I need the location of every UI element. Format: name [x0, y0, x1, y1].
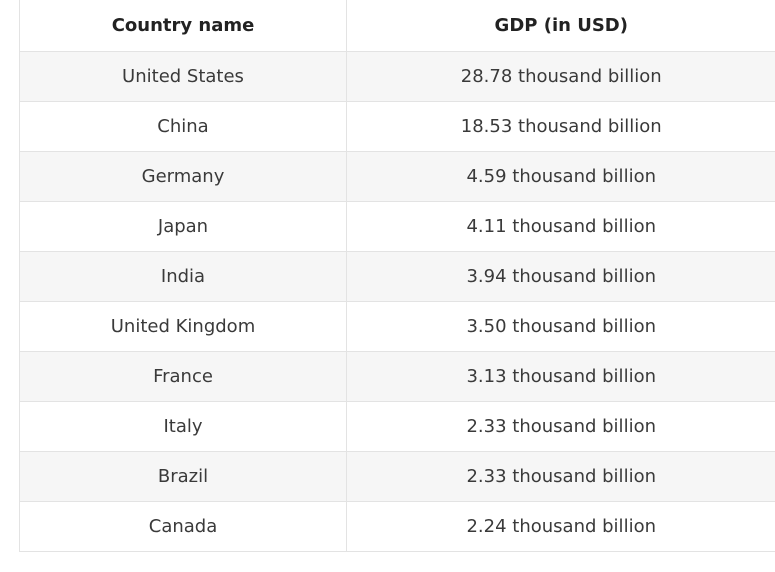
country-cell: France	[19, 351, 347, 402]
table-row: India 3.94 thousand billion	[19, 251, 775, 302]
gdp-cell: 2.33 thousand billion	[346, 401, 775, 452]
table-row: Japan 4.11 thousand billion	[19, 201, 775, 252]
country-cell: China	[19, 101, 347, 152]
gdp-cell: 3.50 thousand billion	[346, 301, 775, 352]
country-cell: United Kingdom	[19, 301, 347, 352]
gdp-table-container: Country name GDP (in USD) United States 2…	[19, 0, 775, 552]
country-cell: Canada	[19, 501, 347, 552]
country-cell: Germany	[19, 151, 347, 202]
country-cell: Brazil	[19, 451, 347, 502]
gdp-cell: 2.33 thousand billion	[346, 451, 775, 502]
table-row: China 18.53 thousand billion	[19, 101, 775, 152]
header-row: Country name GDP (in USD)	[19, 0, 775, 52]
header-gdp: GDP (in USD)	[346, 0, 775, 52]
country-cell: India	[19, 251, 347, 302]
table-row: United Kingdom 3.50 thousand billion	[19, 301, 775, 352]
header-country-name: Country name	[19, 0, 347, 52]
table-row: Germany 4.59 thousand billion	[19, 151, 775, 202]
gdp-cell: 28.78 thousand billion	[346, 51, 775, 102]
gdp-cell: 3.94 thousand billion	[346, 251, 775, 302]
gdp-table: Country name GDP (in USD) United States 2…	[19, 0, 775, 552]
country-cell: United States	[19, 51, 347, 102]
gdp-cell: 4.59 thousand billion	[346, 151, 775, 202]
table-header: Country name GDP (in USD)	[19, 0, 775, 52]
gdp-cell: 3.13 thousand billion	[346, 351, 775, 402]
country-cell: Italy	[19, 401, 347, 452]
gdp-cell: 2.24 thousand billion	[346, 501, 775, 552]
gdp-cell: 18.53 thousand billion	[346, 101, 775, 152]
table-row: Brazil 2.33 thousand billion	[19, 451, 775, 502]
country-cell: Japan	[19, 201, 347, 252]
gdp-cell: 4.11 thousand billion	[346, 201, 775, 252]
table-row: France 3.13 thousand billion	[19, 351, 775, 402]
table-row: Italy 2.33 thousand billion	[19, 401, 775, 452]
table-row: Canada 2.24 thousand billion	[19, 501, 775, 552]
table-row: United States 28.78 thousand billion	[19, 51, 775, 102]
table-body: United States 28.78 thousand billion China…	[19, 51, 775, 552]
